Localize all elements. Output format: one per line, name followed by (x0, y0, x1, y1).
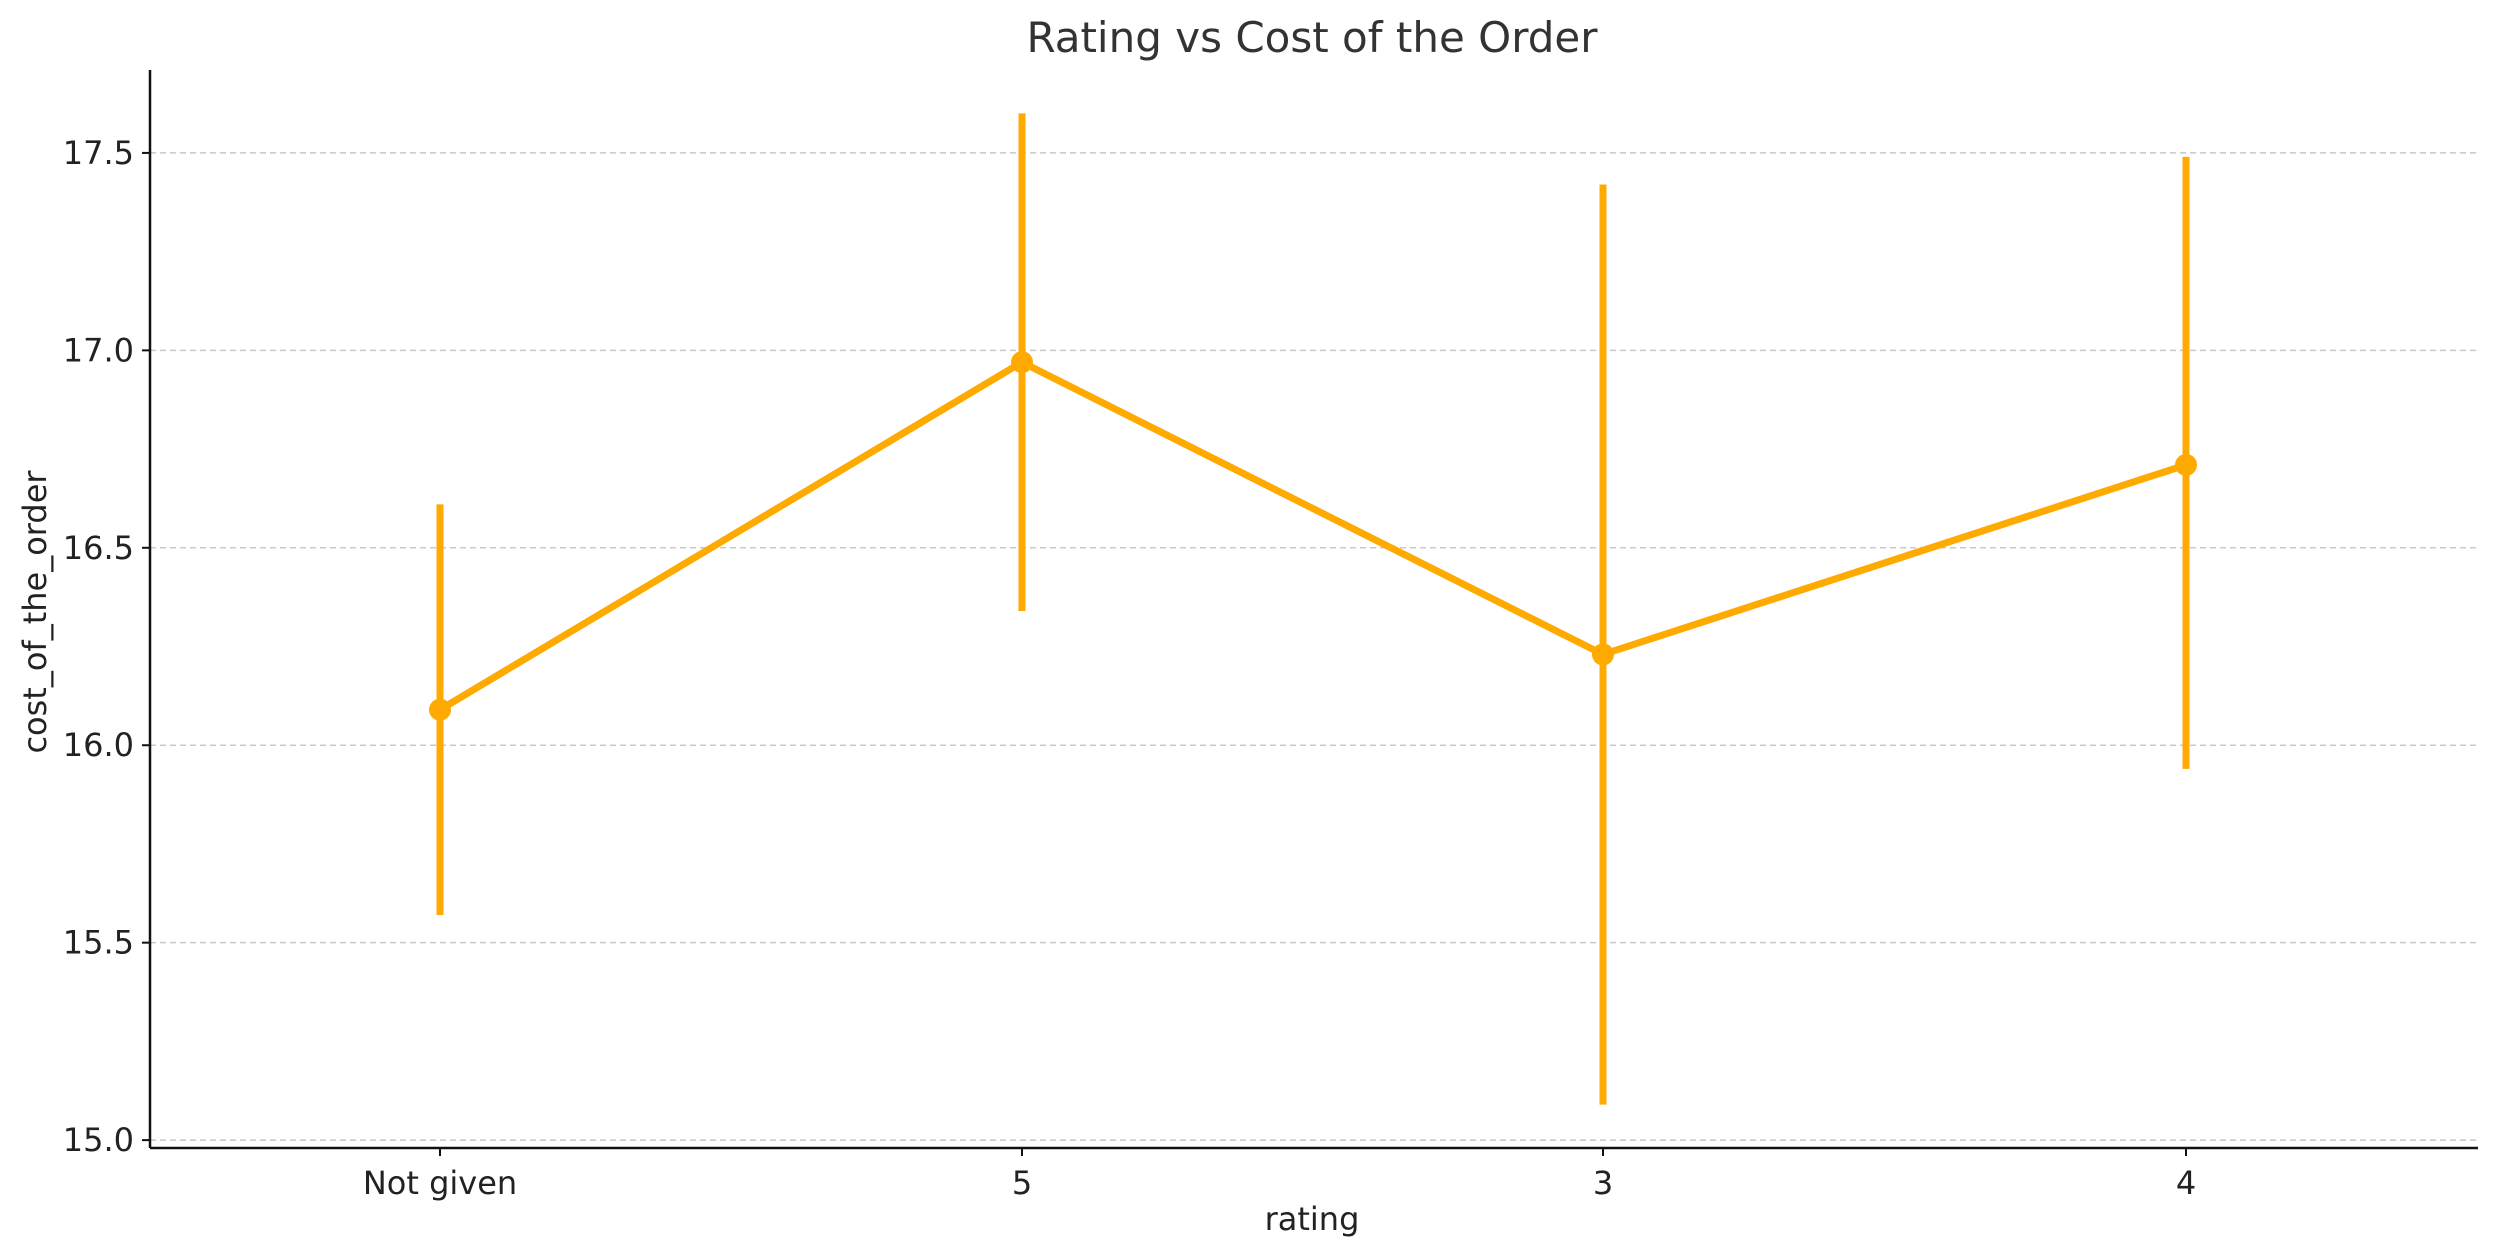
series-line (438, 358, 2188, 713)
y-tick-label: 15.0 (63, 1121, 134, 1159)
y-tick-layer: 15.0 15.5 16.0 16.5 17.0 17.5 (63, 134, 150, 1159)
x-axis-label: rating (1265, 1200, 1360, 1238)
y-tick-label: 15.5 (63, 924, 134, 962)
y-tick-label: 17.5 (63, 134, 134, 172)
y-tick-label: 17.0 (63, 331, 134, 369)
x-tick-label: 3 (1593, 1164, 1613, 1202)
x-tick-label: 4 (2176, 1164, 2196, 1202)
data-point (1592, 643, 1614, 666)
grid-layer (150, 152, 2478, 1141)
y-tick-label: 16.0 (63, 726, 134, 764)
data-point (2175, 453, 2197, 476)
y-axis-label: cost_of_the_order (16, 470, 54, 754)
x-tick-layer: Not given 5 3 4 (363, 1148, 2196, 1202)
data-point (429, 698, 451, 721)
errorbar-layer (436, 113, 2190, 1105)
y-tick-label: 16.5 (63, 529, 134, 567)
x-tick-label: 5 (1012, 1164, 1032, 1202)
x-tick-label: Not given (363, 1164, 517, 1202)
data-point (1011, 351, 1033, 374)
chart-title: Rating vs Cost of the Order (1026, 13, 1598, 62)
point-layer (429, 351, 2197, 721)
